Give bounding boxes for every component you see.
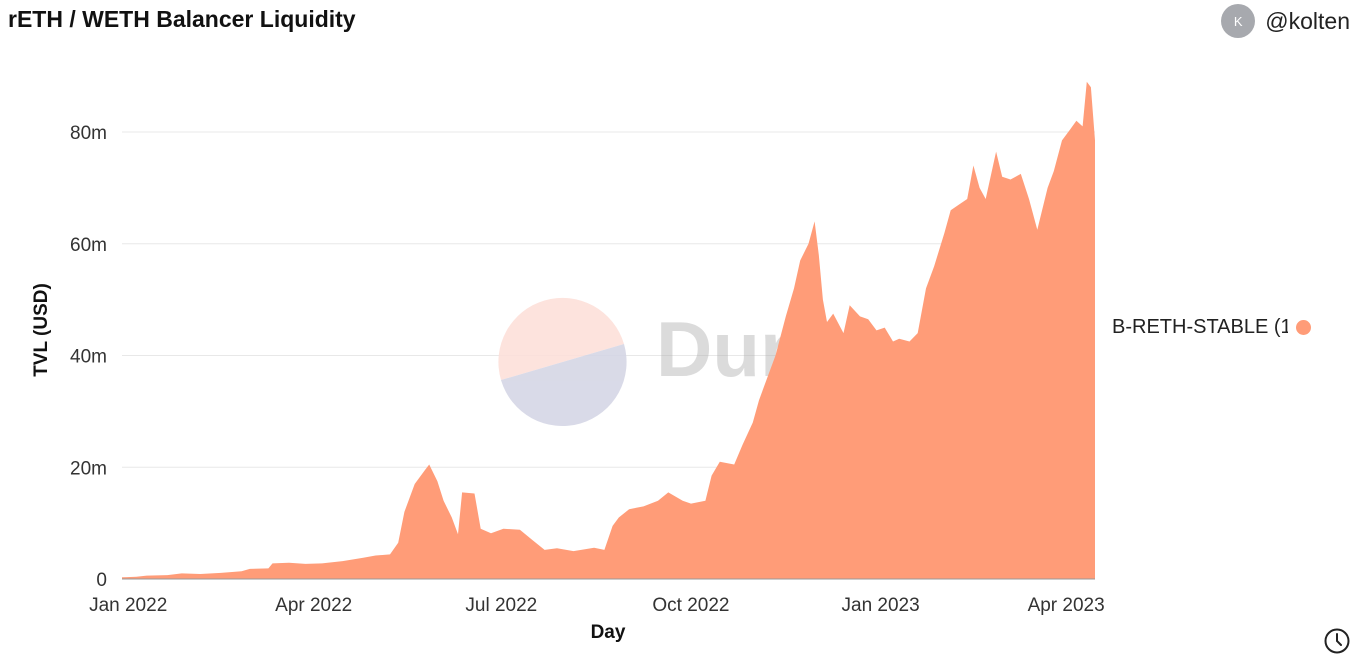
watermark-circle-bottom — [501, 344, 627, 427]
watermark-circle-top — [498, 297, 624, 380]
x-tick-label: Jan 2023 — [842, 595, 920, 616]
author-name[interactable]: @kolten — [1265, 7, 1350, 34]
x-axis: Jan 2022 Apr 2022 Jul 2022 Oct 2022 Jan 2023… — [89, 595, 1105, 616]
y-tick-label: 40m — [70, 347, 107, 368]
series-area-path[interactable] — [122, 81, 1095, 579]
x-tick-label: Jan 2022 — [89, 595, 167, 616]
x-tick-label: Oct 2022 — [652, 595, 729, 616]
avatar[interactable]: K — [1221, 4, 1256, 38]
clock-icon[interactable] — [1323, 627, 1351, 655]
x-tick-label: Apr 2023 — [1028, 595, 1105, 616]
series-area — [122, 81, 1095, 579]
dashboard-title: rETH / WETH Balancer Liquidity — [8, 6, 356, 32]
x-tick-label: Jul 2022 — [465, 595, 537, 616]
y-tick-label: 60m — [70, 235, 107, 256]
y-axis: 0 20m 40m 60m 80m — [70, 123, 107, 591]
legend-swatch[interactable] — [1296, 320, 1311, 335]
x-tick-label: Apr 2022 — [275, 595, 352, 616]
legend-label[interactable]: B-RETH-STABLE (1 — [1112, 316, 1288, 338]
y-tick-label: 80m — [70, 123, 107, 144]
author-info[interactable]: K @kolten — [1221, 4, 1350, 38]
y-tick-label: 20m — [70, 458, 107, 479]
x-axis-label: Day — [591, 622, 626, 643]
legend[interactable]: B-RETH-STABLE (1 — [1112, 316, 1311, 339]
y-tick-label: 0 — [96, 570, 107, 591]
y-axis-label: TVL (USD) — [31, 283, 52, 377]
